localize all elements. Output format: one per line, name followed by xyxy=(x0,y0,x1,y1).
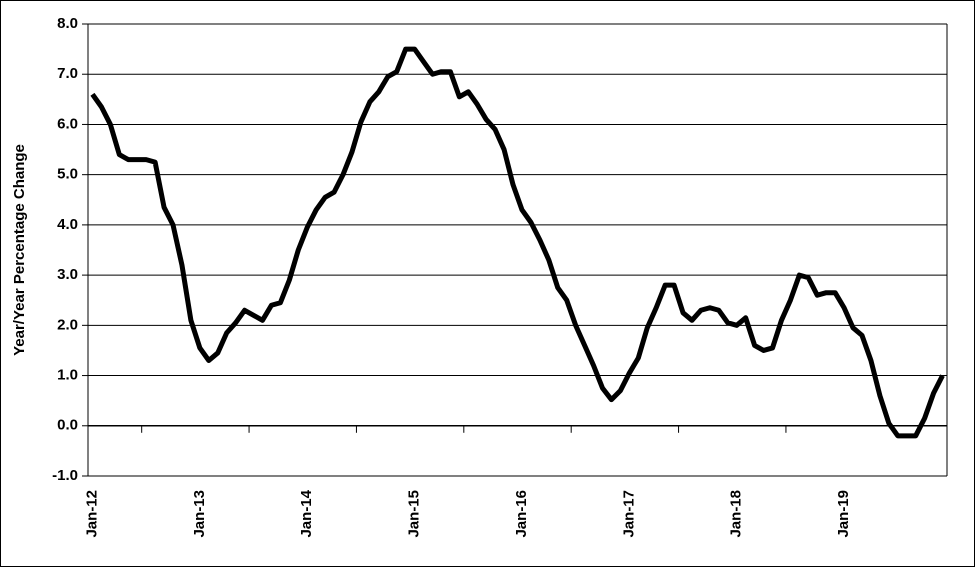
x-tick-label: Jan-19 xyxy=(835,490,852,538)
y-tick-label: 1.0 xyxy=(57,367,78,384)
y-tick-label: 4.0 xyxy=(57,216,78,233)
data-line xyxy=(90,46,945,439)
y-tick-label: 5.0 xyxy=(57,166,78,183)
y-tick-label: 3.0 xyxy=(57,266,78,283)
y-axis-label: Year/Year Percentage Change xyxy=(11,144,28,356)
x-tick-label: Jan-14 xyxy=(298,489,315,537)
x-tick-label: Jan-17 xyxy=(620,490,637,538)
x-tick-label: Jan-15 xyxy=(406,490,423,538)
x-tick-label: Jan-12 xyxy=(83,490,100,538)
x-tick-label: Jan-18 xyxy=(728,490,745,538)
x-tick-label: Jan-13 xyxy=(191,490,208,538)
y-tick-label: 8.0 xyxy=(57,15,78,32)
y-tick-label: 2.0 xyxy=(57,316,78,333)
y-tick-label: 0.0 xyxy=(57,417,78,434)
y-tick-label: 6.0 xyxy=(57,115,78,132)
y-tick-label: -1.0 xyxy=(52,467,78,484)
x-tick-label: Jan-16 xyxy=(513,490,530,538)
y-tick-label: 7.0 xyxy=(57,65,78,82)
